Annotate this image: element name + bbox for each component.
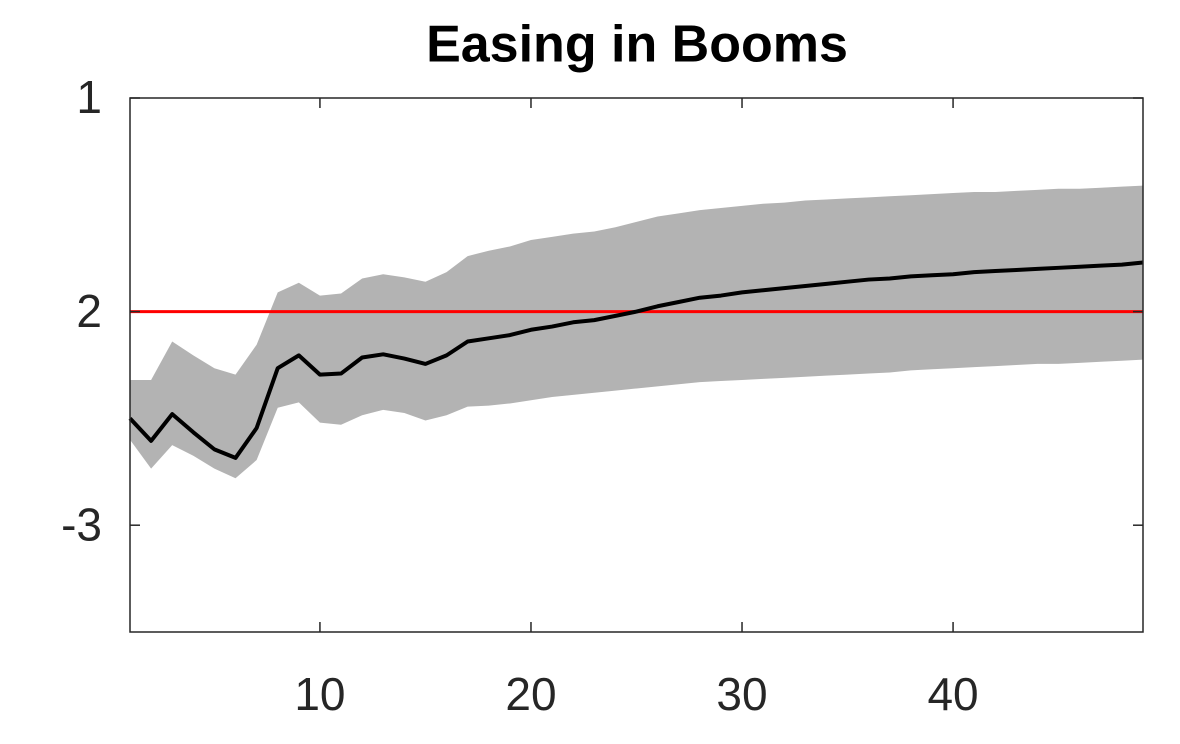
x-tick-label: 30 <box>716 668 767 720</box>
x-tick-label: 20 <box>505 668 556 720</box>
x-tick-label: 10 <box>294 668 345 720</box>
line <box>128 260 1144 460</box>
y-tick-label: 1 <box>76 71 102 123</box>
plot-frame <box>129 97 1144 633</box>
y-tick-label: 2 <box>76 285 102 337</box>
chart-title: Easing in Booms <box>426 16 848 74</box>
y-tick-label: -3 <box>61 498 102 550</box>
x-tick-label: 40 <box>927 668 978 720</box>
confidence-band <box>130 185 1143 479</box>
